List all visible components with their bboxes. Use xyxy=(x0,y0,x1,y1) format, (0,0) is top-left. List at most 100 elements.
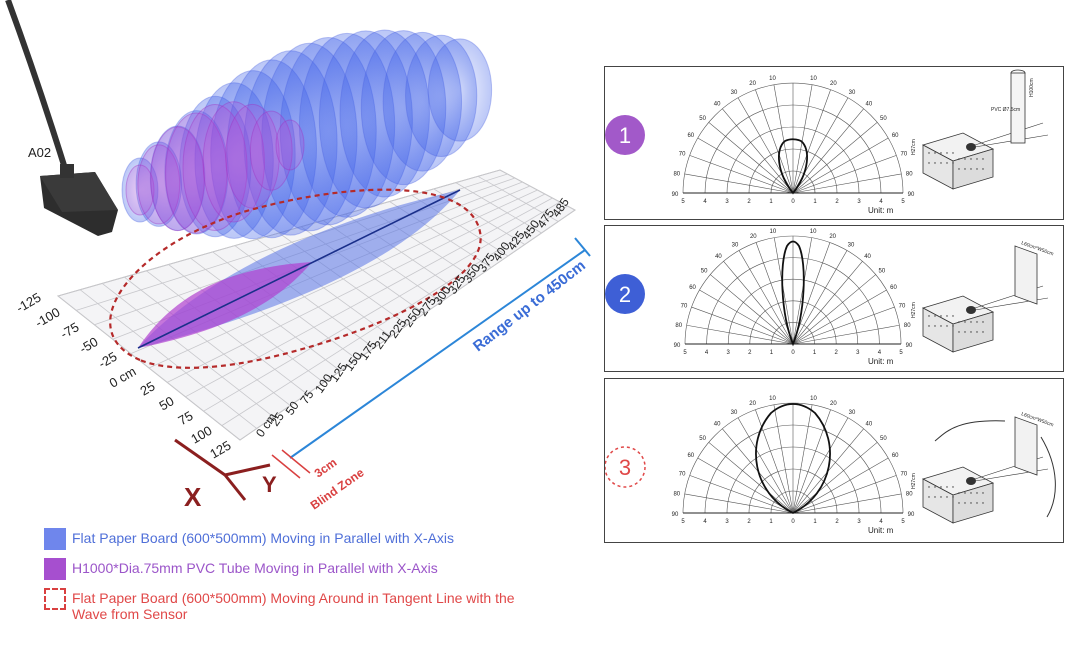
grid-line xyxy=(148,189,538,369)
test-setup-illustration xyxy=(921,253,1049,353)
tube-beam-ring xyxy=(165,112,228,234)
polar-distance-label: 5 xyxy=(901,199,905,205)
polar-angle-label: 10 xyxy=(769,396,776,402)
polar-spoke xyxy=(792,89,831,194)
tube-beam-ring xyxy=(137,144,181,225)
polar-spoke xyxy=(691,306,794,345)
polar-spoke xyxy=(792,417,849,514)
polar-angle-label: 70 xyxy=(901,152,908,158)
polar-distance-label: 4 xyxy=(703,199,707,205)
polar-angle-label: 60 xyxy=(689,285,696,291)
y-tick-label: 125 xyxy=(207,438,233,462)
polar-spoke xyxy=(699,289,794,345)
sensor-icon xyxy=(966,143,976,151)
polar-angle-label: 80 xyxy=(906,172,913,178)
sensor-icon xyxy=(966,306,976,314)
grid-line xyxy=(185,197,553,398)
polar-distance-label: 5 xyxy=(683,350,687,356)
polar-angle-label: 60 xyxy=(890,285,897,291)
polar-angle-label: 10 xyxy=(769,76,776,82)
polar-angle-label: 60 xyxy=(892,453,899,459)
grid-line xyxy=(203,201,561,412)
polar-spoke xyxy=(708,122,794,194)
polar-distance-label: 2 xyxy=(835,199,839,205)
polar-angle-label: 10 xyxy=(810,76,817,82)
sensor-cable xyxy=(5,0,71,179)
polar-spoke xyxy=(684,493,794,514)
legend-label-tangent: Flat Paper Board (600*500mm) Moving Arou… xyxy=(72,590,515,622)
polar-distance-label: 2 xyxy=(835,350,839,356)
y-tick-label: -125 xyxy=(13,290,43,316)
panel-number: 1 xyxy=(619,123,631,148)
polar-distance-label: 0 xyxy=(791,519,795,525)
polar-angle-label: 40 xyxy=(714,102,721,108)
polar-spoke xyxy=(792,250,848,345)
y-tick-label: 100 xyxy=(188,423,214,447)
y-tick-label: -100 xyxy=(32,304,62,330)
polar-spoke xyxy=(689,155,794,194)
legend-swatch-tube xyxy=(44,558,66,580)
polar-spoke xyxy=(697,137,794,194)
legend-label-tube: H1000*Dia.75mm PVC Tube Moving in Parall… xyxy=(72,560,438,576)
polar-angle-label: 90 xyxy=(908,192,915,198)
polar-spoke xyxy=(792,137,889,194)
object-label: PVC Ø7.5cm xyxy=(991,107,1020,113)
polar-angle-label: 40 xyxy=(715,254,722,260)
polar-spoke xyxy=(792,475,897,514)
movement-arrow xyxy=(934,420,1006,442)
range-arrow-cap xyxy=(574,237,591,257)
polar-spoke xyxy=(792,108,864,194)
polar-distance-label: 2 xyxy=(747,199,751,205)
polar-distance-label: 4 xyxy=(879,519,883,525)
y-tick-label: 25 xyxy=(137,378,157,398)
tube-beam-ring xyxy=(182,104,248,231)
legend-label-board: Flat Paper Board (600*500mm) Moving in P… xyxy=(72,530,455,546)
polar-spoke xyxy=(773,404,794,514)
polar-angle-label: 20 xyxy=(749,81,756,87)
polar-spoke xyxy=(792,84,813,194)
tangent-detection-area xyxy=(109,188,482,369)
polar-angle-label: 70 xyxy=(679,152,686,158)
polar-distance-label: 4 xyxy=(879,199,883,205)
panel-number: 3 xyxy=(619,455,631,480)
polar-angle-label: 50 xyxy=(699,116,706,122)
tube-beam-ring xyxy=(202,101,265,223)
x-axis-line xyxy=(137,189,461,349)
polar-spoke xyxy=(738,250,794,345)
polar-spoke xyxy=(792,442,878,514)
y-axis-symbol: Y xyxy=(262,472,277,497)
polar-angle-label: 10 xyxy=(770,229,777,235)
sensor-icon xyxy=(966,477,976,485)
polar-angle-label: 30 xyxy=(848,243,855,249)
polar-spoke xyxy=(792,237,813,345)
polar-distance-label: 0 xyxy=(791,199,795,205)
y-tick-label: -50 xyxy=(77,334,101,356)
polar-angle-label: 70 xyxy=(681,303,688,309)
polar-angle-label: 20 xyxy=(750,234,757,240)
polar-angle-label: 70 xyxy=(679,472,686,478)
polar-spoke xyxy=(737,417,794,514)
polar-angle-label: 20 xyxy=(829,234,836,240)
height-label: H27cm xyxy=(911,302,917,318)
polar-distance-label: 1 xyxy=(813,519,817,525)
grid-line xyxy=(167,193,546,383)
tube-beam-ring xyxy=(225,103,280,209)
polar-distance-label: 3 xyxy=(857,519,861,525)
polar-panel-2: 2 90 80 70 60 50 40 30 20 10 10 20 30 40 50 60 70 80 90 5 4 3… xyxy=(604,225,1064,372)
detection-grid xyxy=(56,169,576,441)
unit-label: Unit: m xyxy=(868,357,894,366)
paper-board xyxy=(1014,416,1038,476)
y-tick-label: -75 xyxy=(58,319,82,341)
panel-number-marker xyxy=(605,446,646,488)
polar-angle-label: 90 xyxy=(908,512,915,518)
detection-lobe xyxy=(755,403,831,515)
polar-angle-label: 10 xyxy=(810,396,817,402)
polar-angle-label: 90 xyxy=(672,192,679,198)
blind-zone-mark xyxy=(281,449,311,474)
polar-angle-label: 40 xyxy=(866,422,873,428)
y-tick-label: 75 xyxy=(175,408,195,428)
polar-spoke xyxy=(686,324,794,345)
